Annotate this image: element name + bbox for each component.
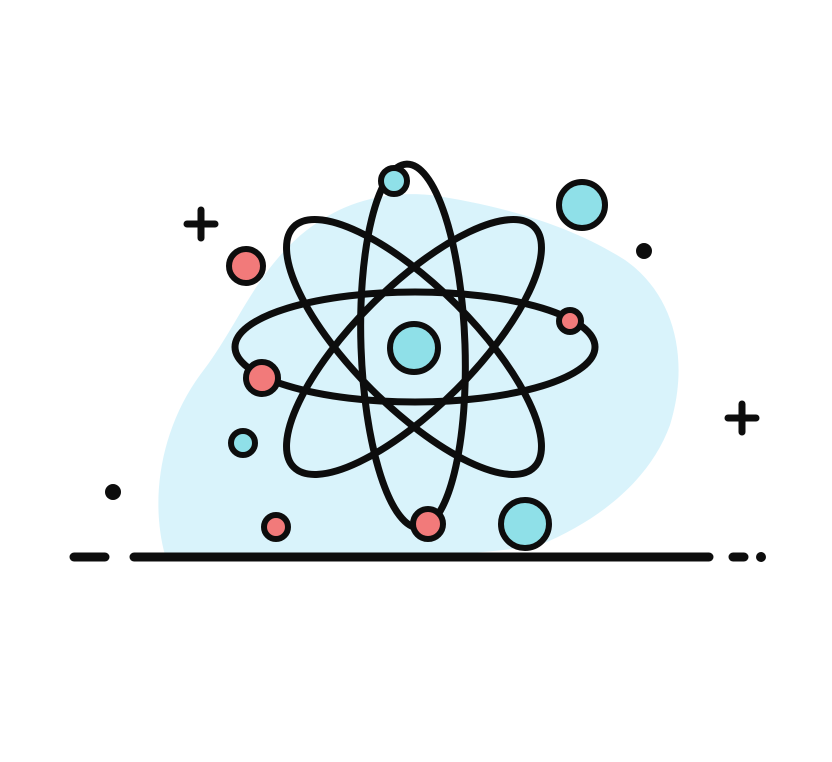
particle-top-left [226,246,266,286]
particle-bottom-left [261,512,291,542]
diagonal-orbit-right [283,216,545,478]
particle-bottom-right [498,497,552,551]
dot-icon [636,243,652,259]
electron-right [556,307,584,335]
background-blob [158,194,679,558]
dot-icon [105,484,121,500]
plus-icon [724,400,760,436]
electron-top [378,165,410,197]
nucleus [387,321,441,375]
horizontal-orbit [231,288,599,406]
particle-left-small [228,428,258,458]
diagonal-orbit-left [283,216,545,478]
particle-top-right [556,179,608,231]
dot-icon [756,552,766,562]
plus-icon [183,206,219,242]
electron-bottom [410,506,446,542]
electron-left [243,359,281,397]
